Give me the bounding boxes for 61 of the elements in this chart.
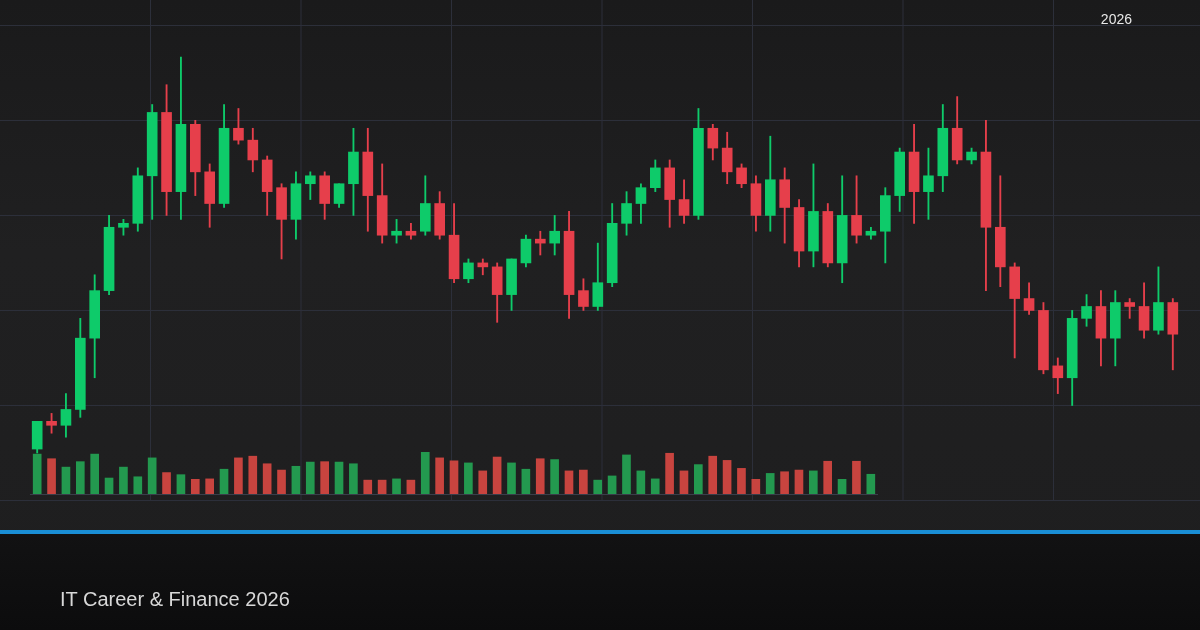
bar xyxy=(406,479,416,494)
bar xyxy=(737,468,746,494)
bar xyxy=(205,478,214,494)
bar xyxy=(104,477,114,494)
bar xyxy=(636,470,646,494)
bar xyxy=(808,470,818,494)
bar xyxy=(694,464,703,494)
text: 2026 xyxy=(1100,11,1132,27)
bar xyxy=(751,478,761,494)
bar xyxy=(133,476,143,494)
bar xyxy=(420,452,430,494)
bar xyxy=(708,455,718,494)
bar xyxy=(823,460,833,494)
bar xyxy=(190,478,200,494)
bar xyxy=(47,458,56,494)
bar xyxy=(607,475,617,494)
bar xyxy=(507,462,516,494)
bar xyxy=(550,459,559,494)
bar xyxy=(334,461,344,494)
bar xyxy=(765,473,775,494)
bar xyxy=(449,460,459,494)
text: IT Career & Finance 2026 xyxy=(60,588,290,611)
bar xyxy=(392,478,401,494)
bar xyxy=(852,460,861,494)
bar xyxy=(219,468,229,494)
bar xyxy=(277,469,286,494)
bar xyxy=(377,479,387,494)
bar xyxy=(234,457,243,494)
bar xyxy=(837,478,847,494)
bar xyxy=(564,470,574,494)
bar xyxy=(780,471,789,494)
bar xyxy=(248,455,258,494)
bar xyxy=(90,453,100,494)
bar xyxy=(593,479,603,494)
bar xyxy=(176,474,186,494)
bar xyxy=(478,470,488,494)
bar xyxy=(305,461,315,494)
bar xyxy=(535,458,545,494)
bar xyxy=(794,469,804,494)
bar xyxy=(320,461,329,494)
bar xyxy=(262,463,272,494)
bar xyxy=(464,462,473,494)
bar xyxy=(119,466,128,494)
bar xyxy=(492,456,502,494)
bar xyxy=(679,470,689,494)
bar xyxy=(75,461,85,494)
bar xyxy=(622,454,631,494)
bar xyxy=(32,453,42,494)
bar xyxy=(363,479,373,494)
bar xyxy=(291,465,301,494)
bar xyxy=(162,472,171,494)
bar xyxy=(147,457,157,494)
bar xyxy=(349,463,358,494)
bar xyxy=(435,457,444,494)
bar xyxy=(866,473,876,494)
bar xyxy=(579,469,588,494)
bar xyxy=(521,468,531,494)
bar xyxy=(650,478,660,494)
bar xyxy=(665,452,674,494)
bar xyxy=(61,466,71,494)
bar xyxy=(722,460,732,494)
